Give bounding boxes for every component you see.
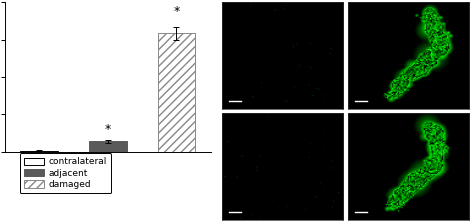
Bar [157, 33, 195, 152]
Title: Crh: Crh [96, 0, 120, 2]
Legend: contralateral, adjacent, damaged: contralateral, adjacent, damaged [19, 153, 111, 193]
Text: B: B [242, 8, 252, 23]
Bar [20, 151, 58, 152]
Text: *: * [173, 5, 180, 18]
Bar [89, 141, 127, 152]
Text: *: * [105, 123, 111, 136]
